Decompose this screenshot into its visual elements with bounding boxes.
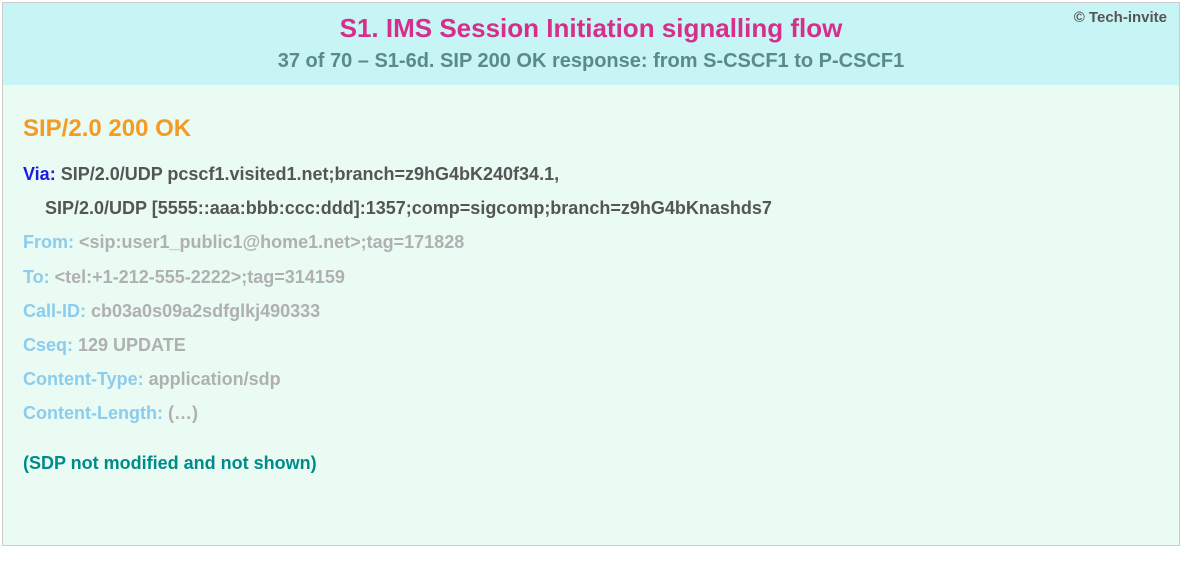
header-name-cseq: Cseq xyxy=(23,335,67,355)
header-value-from: <sip:user1_public1@home1.net>;tag=171828 xyxy=(79,232,464,252)
header-banner: © Tech-invite S1. IMS Session Initiation… xyxy=(3,3,1179,85)
sip-header-cseq: Cseq: 129 UPDATE xyxy=(23,328,1159,362)
sip-header-from: From: <sip:user1_public1@home1.net>;tag=… xyxy=(23,225,1159,259)
colon: : xyxy=(50,164,61,184)
header-value-ctype: application/sdp xyxy=(149,369,281,389)
header-value-via: SIP/2.0/UDP pcscf1.visited1.net;branch=z… xyxy=(61,164,559,184)
header-value-clen: (…) xyxy=(168,403,198,423)
sip-status-line: SIP/2.0 200 OK xyxy=(23,115,1159,143)
colon: : xyxy=(44,267,55,287)
header-value-to: <tel:+1-212-555-2222>;tag=314159 xyxy=(55,267,345,287)
page-subtitle: 37 of 70 – S1-6d. SIP 200 OK response: f… xyxy=(23,50,1159,73)
colon: : xyxy=(80,301,91,321)
header-name-clen: Content-Length xyxy=(23,403,157,423)
header-value-via-cont: SIP/2.0/UDP [5555::aaa:bbb:ccc:ddd]:1357… xyxy=(45,198,772,218)
header-name-callid: Call-ID xyxy=(23,301,80,321)
document-container: © Tech-invite S1. IMS Session Initiation… xyxy=(2,2,1180,546)
header-value-callid: cb03a0s09a2sdfglkj490333 xyxy=(91,301,320,321)
sip-header-via-cont: SIP/2.0/UDP [5555::aaa:bbb:ccc:ddd]:1357… xyxy=(23,191,1159,225)
message-body: SIP/2.0 200 OK Via: SIP/2.0/UDP pcscf1.v… xyxy=(3,85,1179,545)
sip-header-via: Via: SIP/2.0/UDP pcscf1.visited1.net;bra… xyxy=(23,157,1159,191)
sip-header-clen: Content-Length: (…) xyxy=(23,396,1159,430)
header-name-ctype: Content-Type xyxy=(23,369,138,389)
copyright-text: © Tech-invite xyxy=(1074,9,1167,26)
header-name-to: To xyxy=(23,267,44,287)
header-name-via: Via xyxy=(23,164,50,184)
colon: : xyxy=(67,335,78,355)
sip-header-callid: Call-ID: cb03a0s09a2sdfglkj490333 xyxy=(23,294,1159,328)
colon: : xyxy=(138,369,149,389)
sip-header-ctype: Content-Type: application/sdp xyxy=(23,362,1159,396)
colon: : xyxy=(68,232,79,252)
header-value-cseq: 129 UPDATE xyxy=(78,335,186,355)
page-title: S1. IMS Session Initiation signalling fl… xyxy=(23,13,1159,44)
colon: : xyxy=(157,403,168,423)
sip-header-to: To: <tel:+1-212-555-2222>;tag=314159 xyxy=(23,260,1159,294)
sdp-note: (SDP not modified and not shown) xyxy=(23,453,1159,474)
header-name-from: From xyxy=(23,232,68,252)
